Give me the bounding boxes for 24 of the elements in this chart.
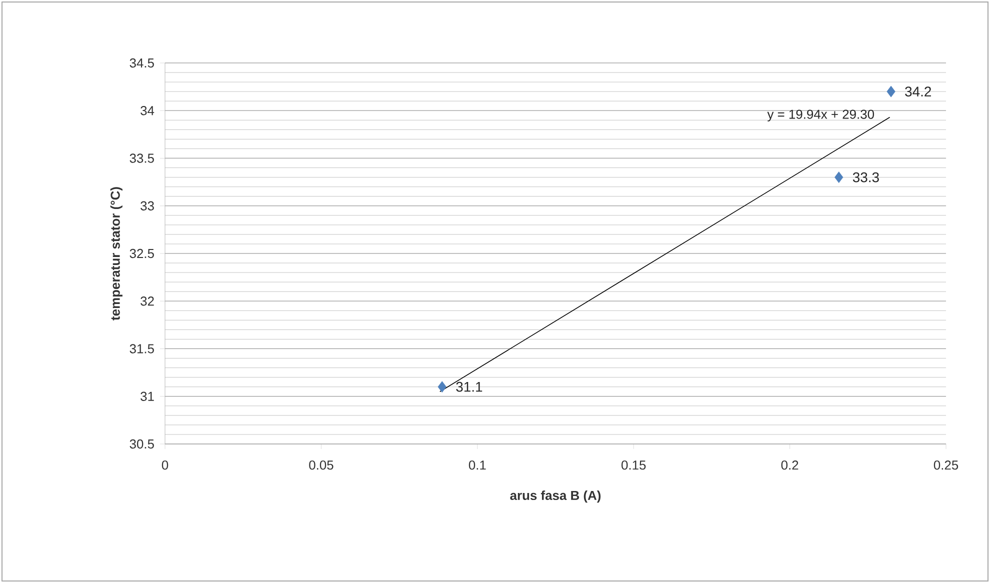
x-tick-label: 0.1 [468, 460, 486, 470]
y-tick-label: 31 [140, 392, 154, 401]
x-tick-label: 0.05 [309, 460, 334, 470]
point [438, 381, 446, 393]
y-tick-label: 34.5 [130, 58, 154, 68]
y-tick-label: 31.5 [130, 344, 154, 354]
y-tick-label: 34 [140, 106, 154, 116]
x-tick-label: 0.15 [622, 460, 646, 470]
y-tick-label: 32.5 [130, 248, 154, 258]
point [886, 86, 896, 98]
x-tick-label: 0 [162, 460, 168, 470]
x-tick-label: 0.25 [934, 460, 958, 470]
x-axis-title: arus fasa B (A) [510, 490, 601, 503]
point [834, 172, 844, 183]
y-tick-label: 33.5 [130, 154, 154, 163]
data-label: 34.2 [905, 86, 931, 97]
data-label: 31.1 [456, 382, 482, 392]
y-axis-title: temperatur stator (°C) [110, 187, 122, 320]
annotation: y = 19.94x + 29.30 [767, 110, 874, 122]
y-tick-label: 32 [140, 296, 154, 306]
y-tick-label: 30.5 [130, 439, 154, 449]
x-tick-label: 0.2 [781, 460, 798, 470]
y-tick-label: 33 [140, 201, 154, 210]
data-label: 33.3 [852, 172, 879, 182]
